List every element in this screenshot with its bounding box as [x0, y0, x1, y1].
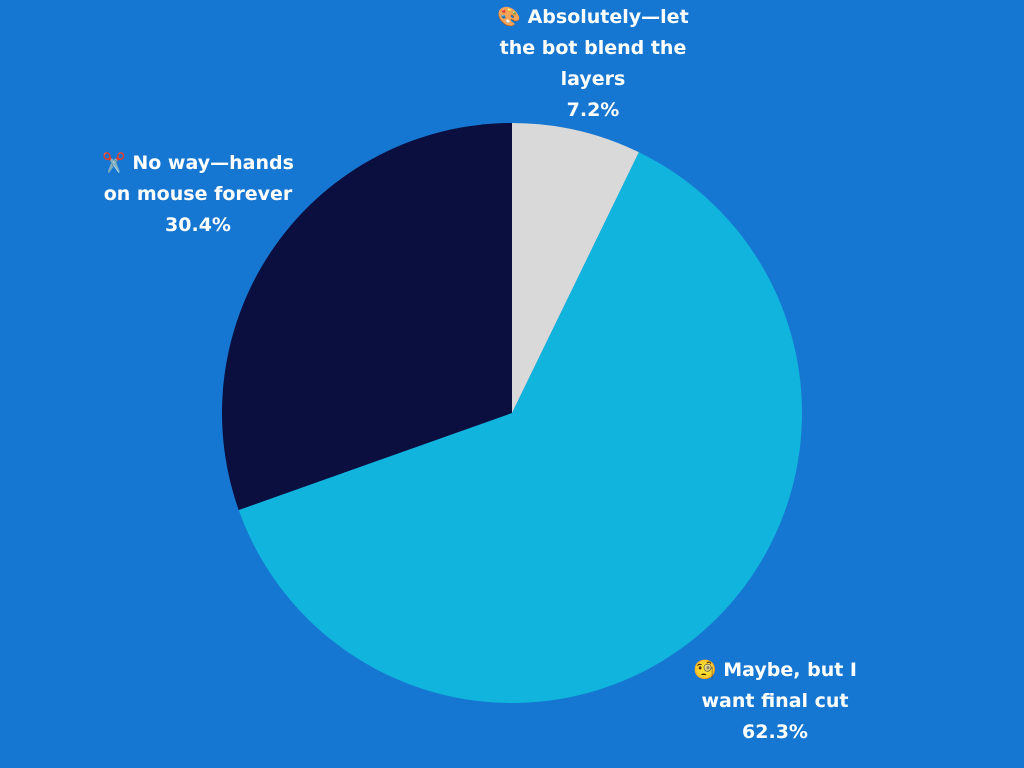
slice-percent: 62.3%: [742, 721, 808, 743]
pie-slice: [222, 123, 513, 511]
slice-label: 🎨 Absolutely—let the bot blend the layer…: [488, 2, 698, 126]
slice-name: ✂️ No way—hands on mouse forever: [102, 152, 294, 205]
pie-slice: [512, 123, 639, 413]
slice-name: 🧐 Maybe, but I want final cut: [692, 659, 857, 712]
slice-name: 🎨 Absolutely—let the bot blend the layer…: [497, 6, 689, 90]
slice-percent: 7.2%: [566, 99, 620, 121]
slice-label: 🧐 Maybe, but I want final cut 62.3%: [680, 655, 870, 748]
pie-slice: [238, 152, 803, 703]
slice-percent: 30.4%: [165, 214, 231, 236]
slice-label: ✂️ No way—hands on mouse forever 30.4%: [93, 148, 303, 241]
